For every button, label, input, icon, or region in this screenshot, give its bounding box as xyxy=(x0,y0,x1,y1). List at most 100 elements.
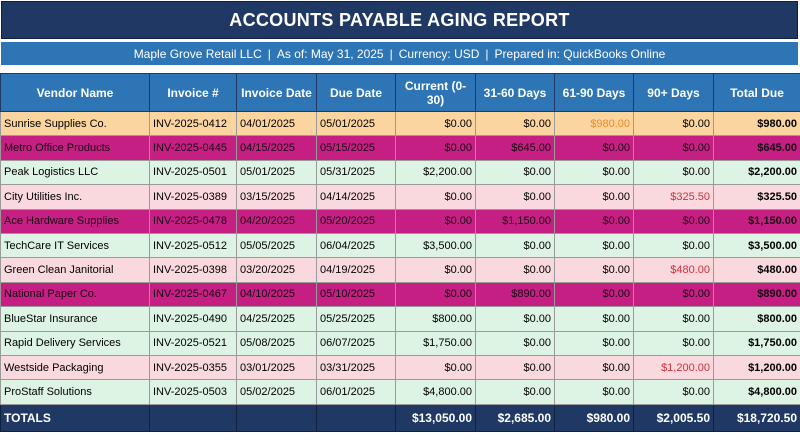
total-cell[interactable]: $800.00 xyxy=(713,306,800,332)
31-60-cell[interactable]: $0.00 xyxy=(475,379,555,405)
current-cell[interactable]: $0.00 xyxy=(395,257,476,283)
vendor-cell[interactable]: Rapid Delivery Services xyxy=(0,330,150,356)
invoice-cell[interactable]: INV-2025-0398 xyxy=(149,257,237,283)
61-90-cell[interactable]: $0.00 xyxy=(554,232,634,259)
total-cell[interactable]: $480.00 xyxy=(713,257,800,283)
invoice-cell[interactable]: INV-2025-0355 xyxy=(149,354,237,381)
current-cell[interactable]: $4,800.00 xyxy=(395,379,476,405)
invoice-cell[interactable]: INV-2025-0445 xyxy=(149,135,237,161)
61-90-cell[interactable]: $0.00 xyxy=(554,159,634,186)
invoice-date-cell[interactable]: 03/20/2025 xyxy=(236,257,317,283)
table-row[interactable]: Rapid Delivery Services INV-2025-0521 05… xyxy=(0,330,800,356)
current-cell[interactable]: $0.00 xyxy=(395,135,476,161)
table-row[interactable]: ProStaff Solutions INV-2025-0503 05/02/2… xyxy=(0,379,800,405)
current-cell[interactable]: $2,200.00 xyxy=(395,159,476,186)
current-cell[interactable]: $3,500.00 xyxy=(395,232,476,259)
90-plus-cell[interactable]: $325.50 xyxy=(633,184,714,210)
vendor-cell[interactable]: ProStaff Solutions xyxy=(0,379,150,405)
invoice-cell[interactable]: INV-2025-0521 xyxy=(149,330,237,356)
current-cell[interactable]: $1,750.00 xyxy=(395,330,476,356)
due-date-cell[interactable]: 06/01/2025 xyxy=(316,379,396,405)
90-plus-cell[interactable]: $0.00 xyxy=(633,379,714,405)
90-plus-cell[interactable]: $0.00 xyxy=(633,330,714,356)
invoice-date-cell[interactable]: 03/01/2025 xyxy=(236,354,317,381)
61-90-cell[interactable]: $0.00 xyxy=(554,135,634,161)
table-row[interactable]: Metro Office Products INV-2025-0445 04/1… xyxy=(0,135,800,161)
vendor-cell[interactable]: Ace Hardware Supplies xyxy=(0,208,150,234)
total-cell[interactable]: $890.00 xyxy=(713,281,800,308)
90-plus-cell[interactable]: $0.00 xyxy=(633,306,714,332)
31-60-cell[interactable]: $0.00 xyxy=(475,354,555,381)
vendor-cell[interactable]: Peak Logistics LLC xyxy=(0,159,150,186)
table-row[interactable]: Green Clean Janitorial INV-2025-0398 03/… xyxy=(0,257,800,283)
90-plus-cell[interactable]: $0.00 xyxy=(633,135,714,161)
61-90-cell[interactable]: $0.00 xyxy=(554,281,634,308)
invoice-date-cell[interactable]: 04/10/2025 xyxy=(236,281,317,308)
invoice-cell[interactable]: INV-2025-0467 xyxy=(149,281,237,308)
invoice-cell[interactable]: INV-2025-0512 xyxy=(149,232,237,259)
due-date-cell[interactable]: 04/19/2025 xyxy=(316,257,396,283)
31-60-cell[interactable]: $0.00 xyxy=(475,330,555,356)
invoice-date-cell[interactable]: 04/01/2025 xyxy=(236,110,317,137)
90-plus-cell[interactable]: $0.00 xyxy=(633,208,714,234)
col-header-total[interactable]: Total Due xyxy=(713,73,800,112)
due-date-cell[interactable]: 06/04/2025 xyxy=(316,232,396,259)
total-cell[interactable]: $645.00 xyxy=(713,135,800,161)
31-60-cell[interactable]: $0.00 xyxy=(475,110,555,137)
90-plus-cell[interactable]: $480.00 xyxy=(633,257,714,283)
90-plus-cell[interactable]: $0.00 xyxy=(633,232,714,259)
vendor-cell[interactable]: National Paper Co. xyxy=(0,281,150,308)
table-row[interactable]: BlueStar Insurance INV-2025-0490 04/25/2… xyxy=(0,306,800,332)
current-cell[interactable]: $0.00 xyxy=(395,208,476,234)
table-row[interactable]: Sunrise Supplies Co. INV-2025-0412 04/01… xyxy=(0,110,800,137)
col-header-61-90[interactable]: 61-90 Days xyxy=(554,73,634,112)
invoice-cell[interactable]: INV-2025-0501 xyxy=(149,159,237,186)
total-cell[interactable]: $3,500.00 xyxy=(713,232,800,259)
vendor-cell[interactable]: Sunrise Supplies Co. xyxy=(0,110,150,137)
61-90-cell[interactable]: $0.00 xyxy=(554,379,634,405)
col-header-due-date[interactable]: Due Date xyxy=(316,73,396,112)
61-90-cell[interactable]: $0.00 xyxy=(554,354,634,381)
31-60-cell[interactable]: $1,150.00 xyxy=(475,208,555,234)
total-cell[interactable]: $2,200.00 xyxy=(713,159,800,186)
invoice-cell[interactable]: INV-2025-0503 xyxy=(149,379,237,405)
current-cell[interactable]: $0.00 xyxy=(395,184,476,210)
90-plus-cell[interactable]: $0.00 xyxy=(633,110,714,137)
due-date-cell[interactable]: 05/20/2025 xyxy=(316,208,396,234)
vendor-cell[interactable]: Metro Office Products xyxy=(0,135,150,161)
61-90-cell[interactable]: $980.00 xyxy=(554,110,634,137)
col-header-vendor[interactable]: Vendor Name xyxy=(0,73,150,112)
current-cell[interactable]: $800.00 xyxy=(395,306,476,332)
current-cell[interactable]: $0.00 xyxy=(395,110,476,137)
vendor-cell[interactable]: Green Clean Janitorial xyxy=(0,257,150,283)
invoice-cell[interactable]: INV-2025-0478 xyxy=(149,208,237,234)
col-header-invoice-date[interactable]: Invoice Date xyxy=(236,73,317,112)
table-row[interactable]: TechCare IT Services INV-2025-0512 05/05… xyxy=(0,232,800,259)
31-60-cell[interactable]: $645.00 xyxy=(475,135,555,161)
61-90-cell[interactable]: $0.00 xyxy=(554,306,634,332)
due-date-cell[interactable]: 03/31/2025 xyxy=(316,354,396,381)
31-60-cell[interactable]: $0.00 xyxy=(475,257,555,283)
invoice-date-cell[interactable]: 04/25/2025 xyxy=(236,306,317,332)
due-date-cell[interactable]: 04/14/2025 xyxy=(316,184,396,210)
col-header-90-plus[interactable]: 90+ Days xyxy=(633,73,714,112)
invoice-date-cell[interactable]: 05/02/2025 xyxy=(236,379,317,405)
total-cell[interactable]: $1,150.00 xyxy=(713,208,800,234)
31-60-cell[interactable]: $0.00 xyxy=(475,306,555,332)
total-cell[interactable]: $1,750.00 xyxy=(713,330,800,356)
current-cell[interactable]: $0.00 xyxy=(395,281,476,308)
col-header-31-60[interactable]: 31-60 Days xyxy=(475,73,555,112)
invoice-date-cell[interactable]: 03/15/2025 xyxy=(236,184,317,210)
invoice-date-cell[interactable]: 05/08/2025 xyxy=(236,330,317,356)
total-cell[interactable]: $325.50 xyxy=(713,184,800,210)
90-plus-cell[interactable]: $0.00 xyxy=(633,159,714,186)
total-cell[interactable]: $1,200.00 xyxy=(713,354,800,381)
31-60-cell[interactable]: $0.00 xyxy=(475,159,555,186)
table-row[interactable]: Westside Packaging INV-2025-0355 03/01/2… xyxy=(0,354,800,381)
table-row[interactable]: City Utilities Inc. INV-2025-0389 03/15/… xyxy=(0,184,800,210)
vendor-cell[interactable]: City Utilities Inc. xyxy=(0,184,150,210)
90-plus-cell[interactable]: $1,200.00 xyxy=(633,354,714,381)
col-header-invoice[interactable]: Invoice # xyxy=(149,73,237,112)
31-60-cell[interactable]: $890.00 xyxy=(475,281,555,308)
due-date-cell[interactable]: 05/15/2025 xyxy=(316,135,396,161)
